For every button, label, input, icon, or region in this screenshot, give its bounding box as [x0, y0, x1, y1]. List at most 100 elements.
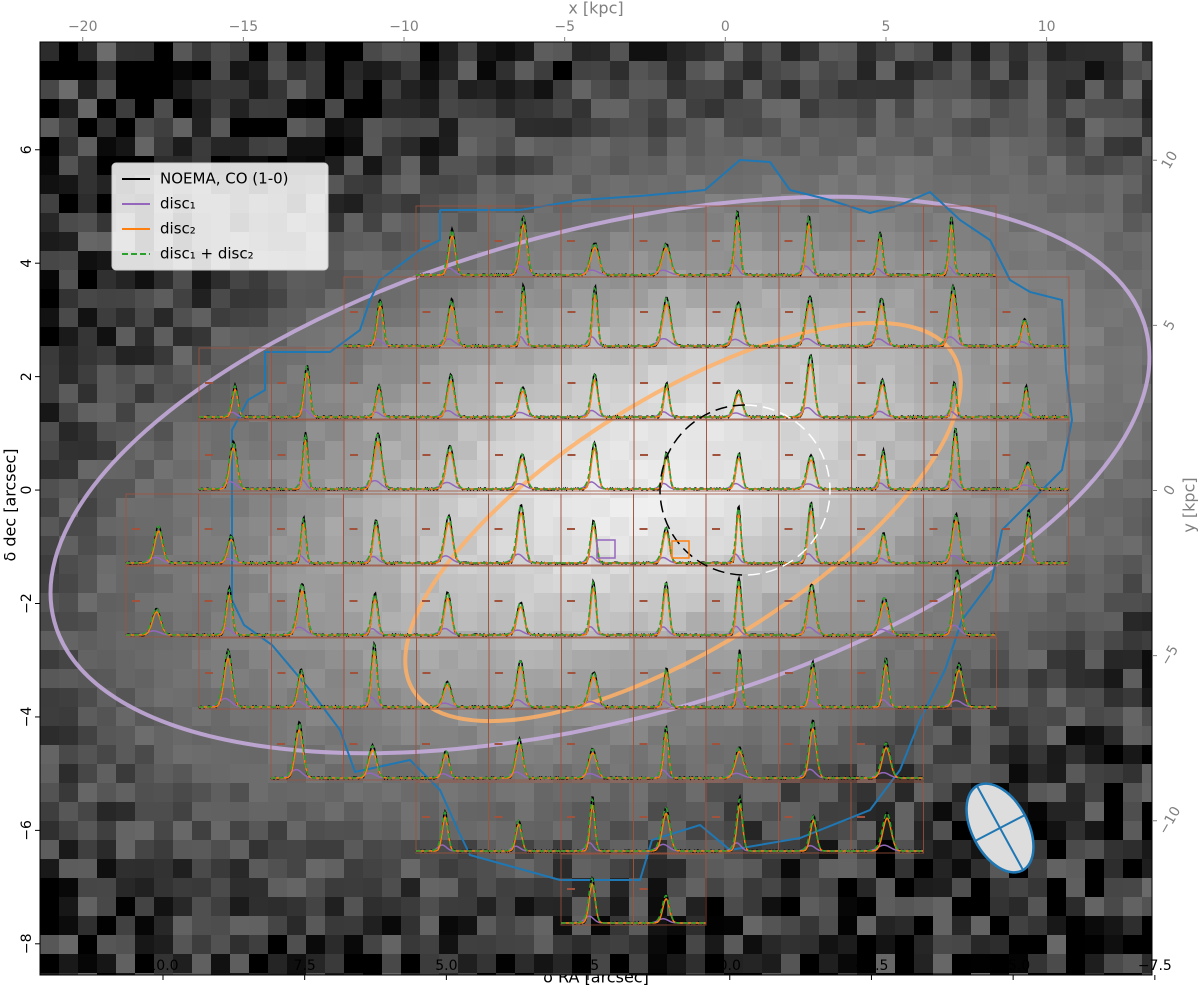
image-pixel: [1123, 954, 1143, 974]
image-pixel: [344, 42, 364, 62]
image-pixel: [553, 916, 573, 936]
image-pixel: [724, 707, 744, 727]
legend-label: disc₁: [160, 195, 196, 213]
image-pixel: [477, 821, 497, 841]
image-pixel: [1009, 99, 1029, 119]
image-pixel: [534, 213, 554, 233]
image-pixel: [553, 536, 573, 556]
image-pixel: [1123, 783, 1143, 803]
image-pixel: [116, 289, 136, 309]
image-pixel: [1085, 270, 1105, 290]
image-pixel: [952, 973, 972, 975]
image-pixel: [306, 365, 326, 385]
image-pixel: [1047, 460, 1067, 480]
image-pixel: [667, 422, 687, 442]
image-pixel: [154, 137, 174, 157]
image-pixel: [572, 42, 592, 62]
image-pixel: [268, 80, 288, 100]
image-pixel: [211, 745, 231, 765]
image-pixel: [857, 346, 877, 366]
image-pixel: [629, 650, 649, 670]
image-pixel: [952, 175, 972, 195]
image-pixel: [952, 137, 972, 157]
image-pixel: [173, 403, 193, 423]
image-pixel: [838, 42, 858, 62]
image-pixel: [971, 270, 991, 290]
image-pixel: [1009, 669, 1029, 689]
image-pixel: [1066, 536, 1086, 556]
image-pixel: [249, 346, 269, 366]
image-pixel: [325, 707, 345, 727]
image-pixel: [97, 707, 117, 727]
spectrum-sum: [561, 876, 633, 924]
image-pixel: [971, 517, 991, 537]
image-pixel: [135, 897, 155, 917]
image-pixel: [306, 916, 326, 936]
image-pixel: [78, 650, 98, 670]
image-pixel: [743, 175, 763, 195]
image-pixel: [1142, 764, 1152, 784]
image-pixel: [249, 897, 269, 917]
image-pixel: [40, 137, 60, 157]
image-pixel: [1123, 669, 1143, 689]
image-pixel: [230, 783, 250, 803]
image-pixel: [1104, 669, 1124, 689]
image-pixel: [135, 61, 155, 81]
image-pixel: [268, 42, 288, 62]
image-pixel: [458, 42, 478, 62]
image-pixel: [439, 99, 459, 119]
image-pixel: [819, 764, 839, 784]
image-pixel: [192, 783, 212, 803]
image-pixel: [686, 612, 706, 632]
image-pixel: [477, 859, 497, 879]
image-pixel: [1123, 916, 1143, 936]
image-pixel: [306, 631, 326, 651]
image-pixel: [344, 897, 364, 917]
image-pixel: [306, 859, 326, 879]
image-pixel: [211, 764, 231, 784]
image-pixel: [477, 726, 497, 746]
image-pixel: [534, 669, 554, 689]
image-pixel: [325, 669, 345, 689]
image-pixel: [572, 821, 592, 841]
image-pixel: [382, 935, 402, 955]
image-pixel: [325, 384, 345, 404]
image-pixel: [914, 137, 934, 157]
spectrum-sum: [996, 462, 1069, 490]
image-pixel: [496, 726, 516, 746]
image-pixel: [648, 441, 668, 461]
image-pixel: [420, 194, 440, 214]
image-pixel: [800, 441, 820, 461]
image-pixel: [1028, 726, 1048, 746]
image-pixel: [705, 840, 725, 860]
spectrum-sum: [779, 296, 851, 347]
image-pixel: [667, 80, 687, 100]
image-pixel: [173, 631, 193, 651]
image-pixel: [629, 688, 649, 708]
image-pixel: [477, 270, 497, 290]
image-pixel: [439, 175, 459, 195]
image-pixel: [933, 574, 953, 594]
image-pixel: [800, 840, 820, 860]
image-pixel: [135, 783, 155, 803]
image-pixel: [534, 897, 554, 917]
image-pixel: [363, 118, 383, 138]
image-pixel: [59, 213, 79, 233]
image-pixel: [952, 897, 972, 917]
image-pixel: [40, 479, 60, 499]
image-pixel: [230, 897, 250, 917]
image-pixel: [705, 669, 725, 689]
image-pixel: [382, 118, 402, 138]
image-pixel: [686, 859, 706, 879]
image-pixel: [344, 935, 364, 955]
image-pixel: [249, 612, 269, 632]
image-pixel: [686, 422, 706, 442]
image-pixel: [477, 118, 497, 138]
image-pixel: [1104, 194, 1124, 214]
image-pixel: [78, 973, 98, 975]
image-pixel: [173, 745, 193, 765]
image-pixel: [762, 878, 782, 898]
image-pixel: [154, 745, 174, 765]
image-pixel: [154, 878, 174, 898]
image-pixel: [97, 327, 117, 347]
